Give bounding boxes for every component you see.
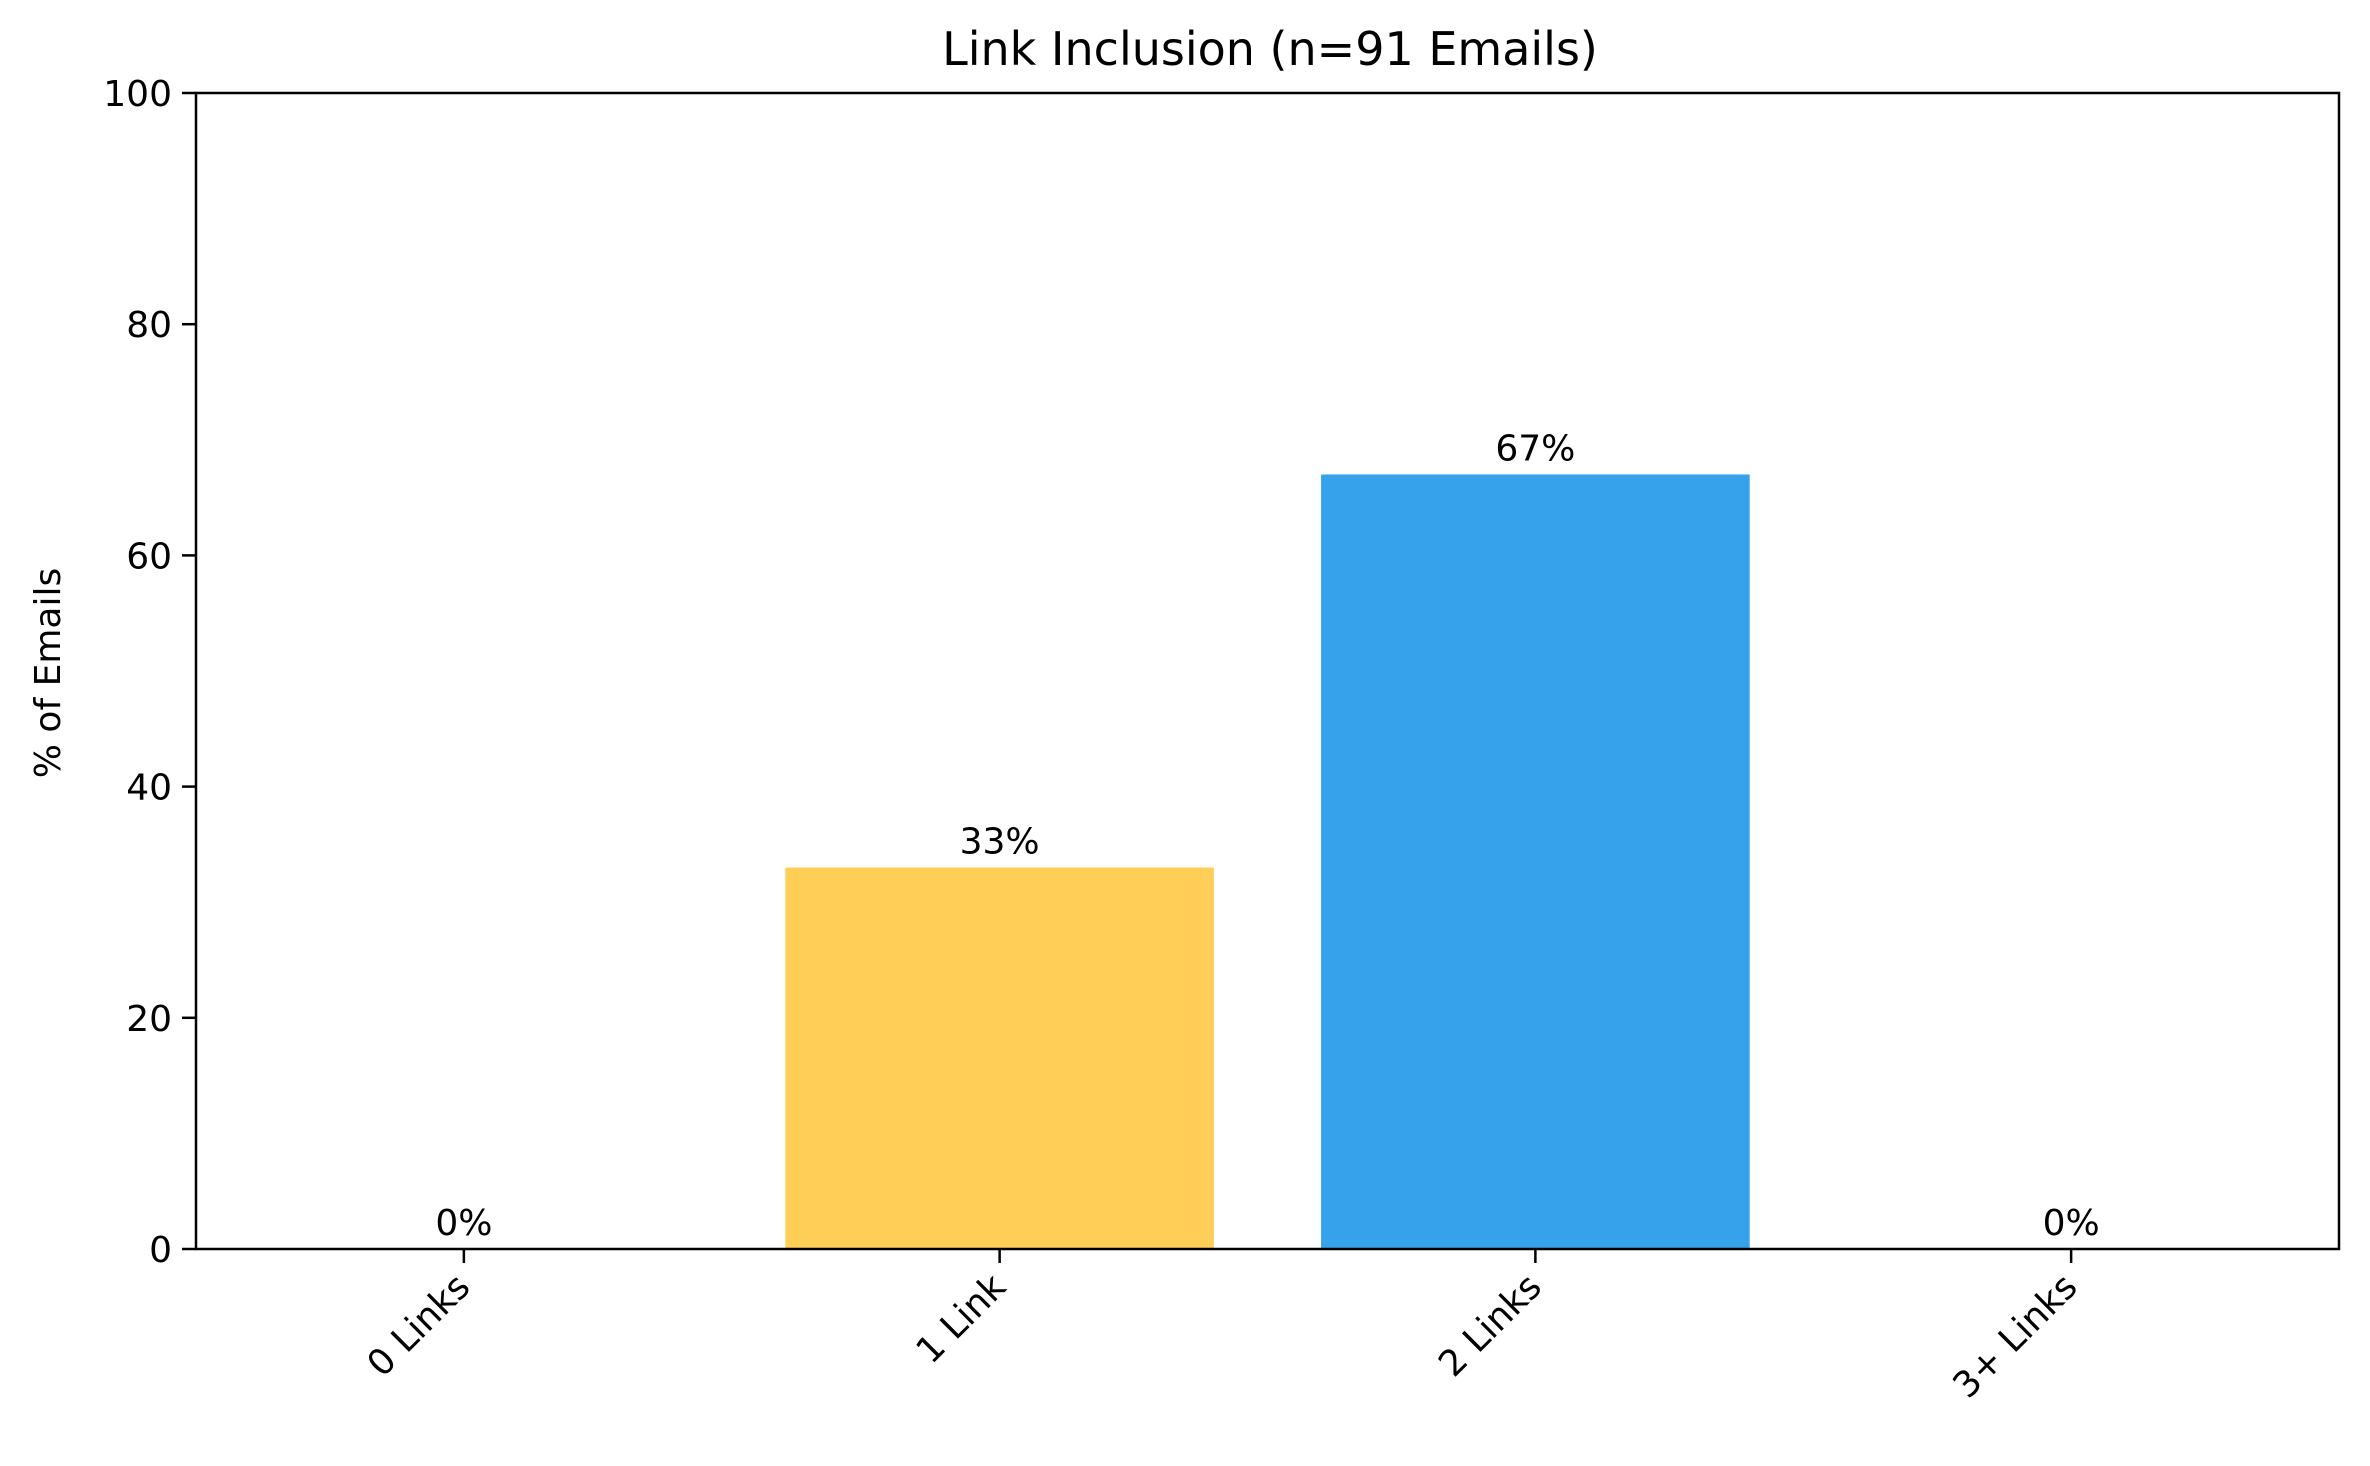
y-axis-ticks: 0 20 40 60 80 100 — [103, 74, 196, 1271]
data-labels-group: 0% 33% 67% 0% — [435, 428, 2099, 1244]
y-tick-label-2: 40 — [126, 768, 172, 809]
plot-frame — [194, 91, 2341, 1251]
bars-group — [785, 474, 1750, 1250]
bar-value-label-0: 0% — [435, 1203, 492, 1244]
y-tick-label-5: 100 — [103, 74, 172, 115]
bar-value-label-1: 33% — [960, 822, 1040, 863]
chart-title: Link Inclusion (n=91 Emails) — [942, 22, 1598, 76]
y-tick-label-3: 60 — [126, 536, 172, 577]
y-axis-label: % of Emails — [28, 568, 69, 778]
y-tick-label-0: 0 — [149, 1230, 172, 1271]
y-tick-label-4: 80 — [126, 305, 172, 346]
bar-value-label-3: 0% — [2043, 1203, 2100, 1244]
bar-value-label-2: 67% — [1495, 428, 1575, 469]
bar-2 — [1321, 474, 1750, 1250]
y-tick-label-1: 20 — [126, 999, 172, 1040]
bar-1 — [785, 867, 1214, 1249]
